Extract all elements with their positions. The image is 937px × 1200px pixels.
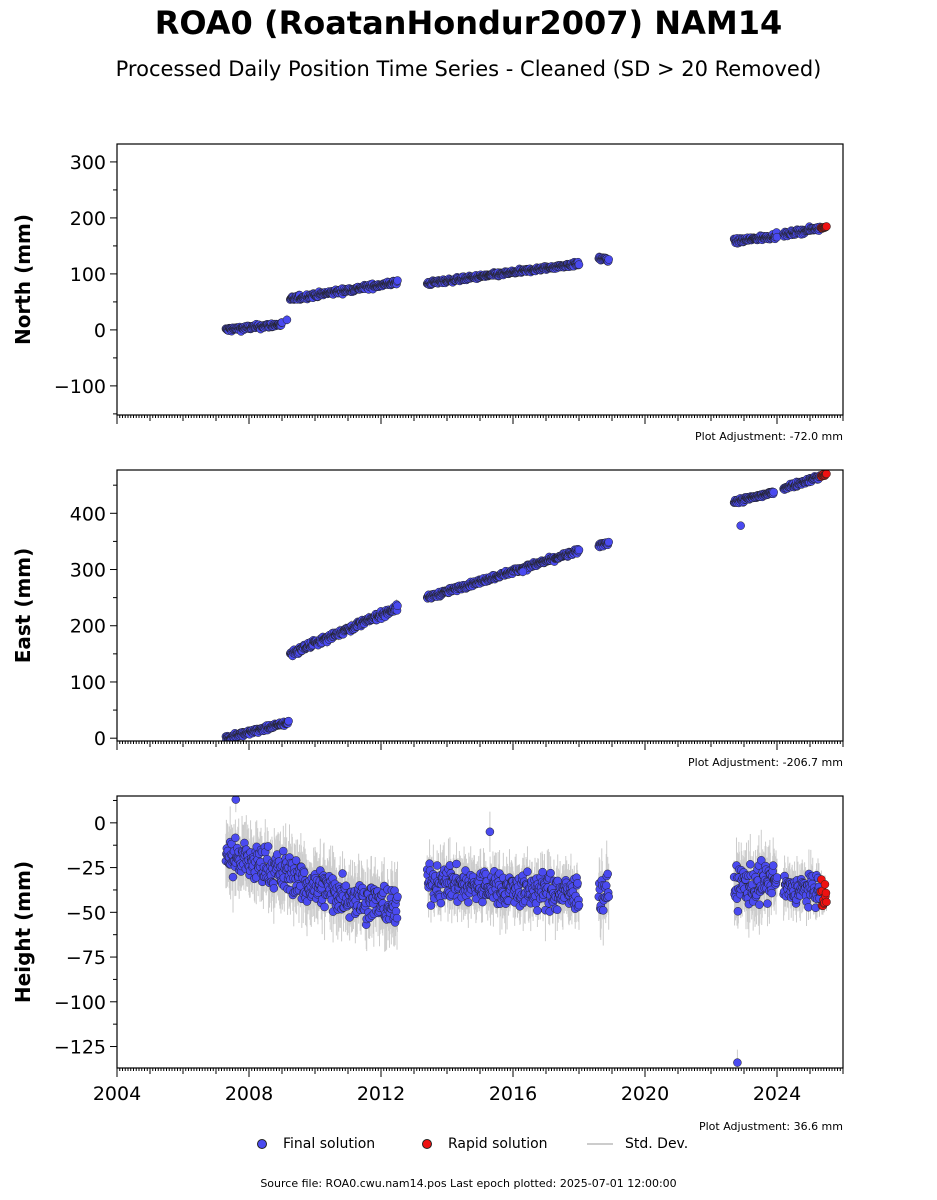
y-tick-label: 300 <box>70 560 106 582</box>
final-point <box>574 260 584 269</box>
plot-adjustment-label: Plot Adjustment: -72.0 mm <box>695 430 843 443</box>
panel-frame-1 <box>116 469 844 742</box>
final-point <box>393 601 402 611</box>
chart-subtitle: Processed Daily Position Time Series - C… <box>115 57 822 81</box>
std-dev-bars-2 <box>225 796 827 1068</box>
y-tick-label: 0 <box>94 728 106 750</box>
final-point <box>769 487 778 497</box>
final-point <box>228 872 238 882</box>
final-point <box>518 567 528 577</box>
y-tick-label: 300 <box>70 152 106 174</box>
final-point <box>574 545 584 555</box>
rapid-point <box>822 470 831 479</box>
y-axis-label: North (mm) <box>11 214 35 345</box>
y-tick-label: 100 <box>70 672 106 694</box>
final-points-1 <box>221 471 825 741</box>
panel-0: −100 0 100 200 300 North (mm) Plot Adjustment:… <box>11 143 844 443</box>
rapid-points-0 <box>816 222 831 233</box>
final-point <box>282 315 292 325</box>
std-dev-bars-1 <box>225 471 827 741</box>
y-tick-label: −100 <box>54 376 106 398</box>
final-point <box>231 833 240 843</box>
chart-title: ROA0 (RoatanHondur2007) NAM14 <box>154 4 783 42</box>
final-points-0 <box>221 222 825 336</box>
rapid-point <box>822 222 831 231</box>
rapid-points-1 <box>816 470 831 481</box>
y-tick-label: 0 <box>94 320 106 342</box>
plot-area-1 <box>221 470 831 741</box>
plot-area-0 <box>221 222 831 336</box>
final-point <box>604 255 613 264</box>
plot-area-2 <box>221 796 831 1068</box>
final-point <box>393 276 402 285</box>
y-tick-label: 100 <box>70 264 106 286</box>
panel-1: 0 100 200 300 400 East (mm) Plot Adjustment: -… <box>11 469 844 769</box>
y-tick-label: 200 <box>70 208 106 230</box>
final-points-2 <box>221 796 825 1067</box>
y-tick-label: 200 <box>70 616 106 638</box>
y-axis-label: East (mm) <box>11 548 35 664</box>
final-point <box>736 521 745 530</box>
plot-adjustment-label: Plot Adjustment: -206.7 mm <box>688 756 843 769</box>
final-point <box>284 716 293 726</box>
final-point <box>604 537 613 547</box>
y-tick-label: 400 <box>70 503 106 525</box>
